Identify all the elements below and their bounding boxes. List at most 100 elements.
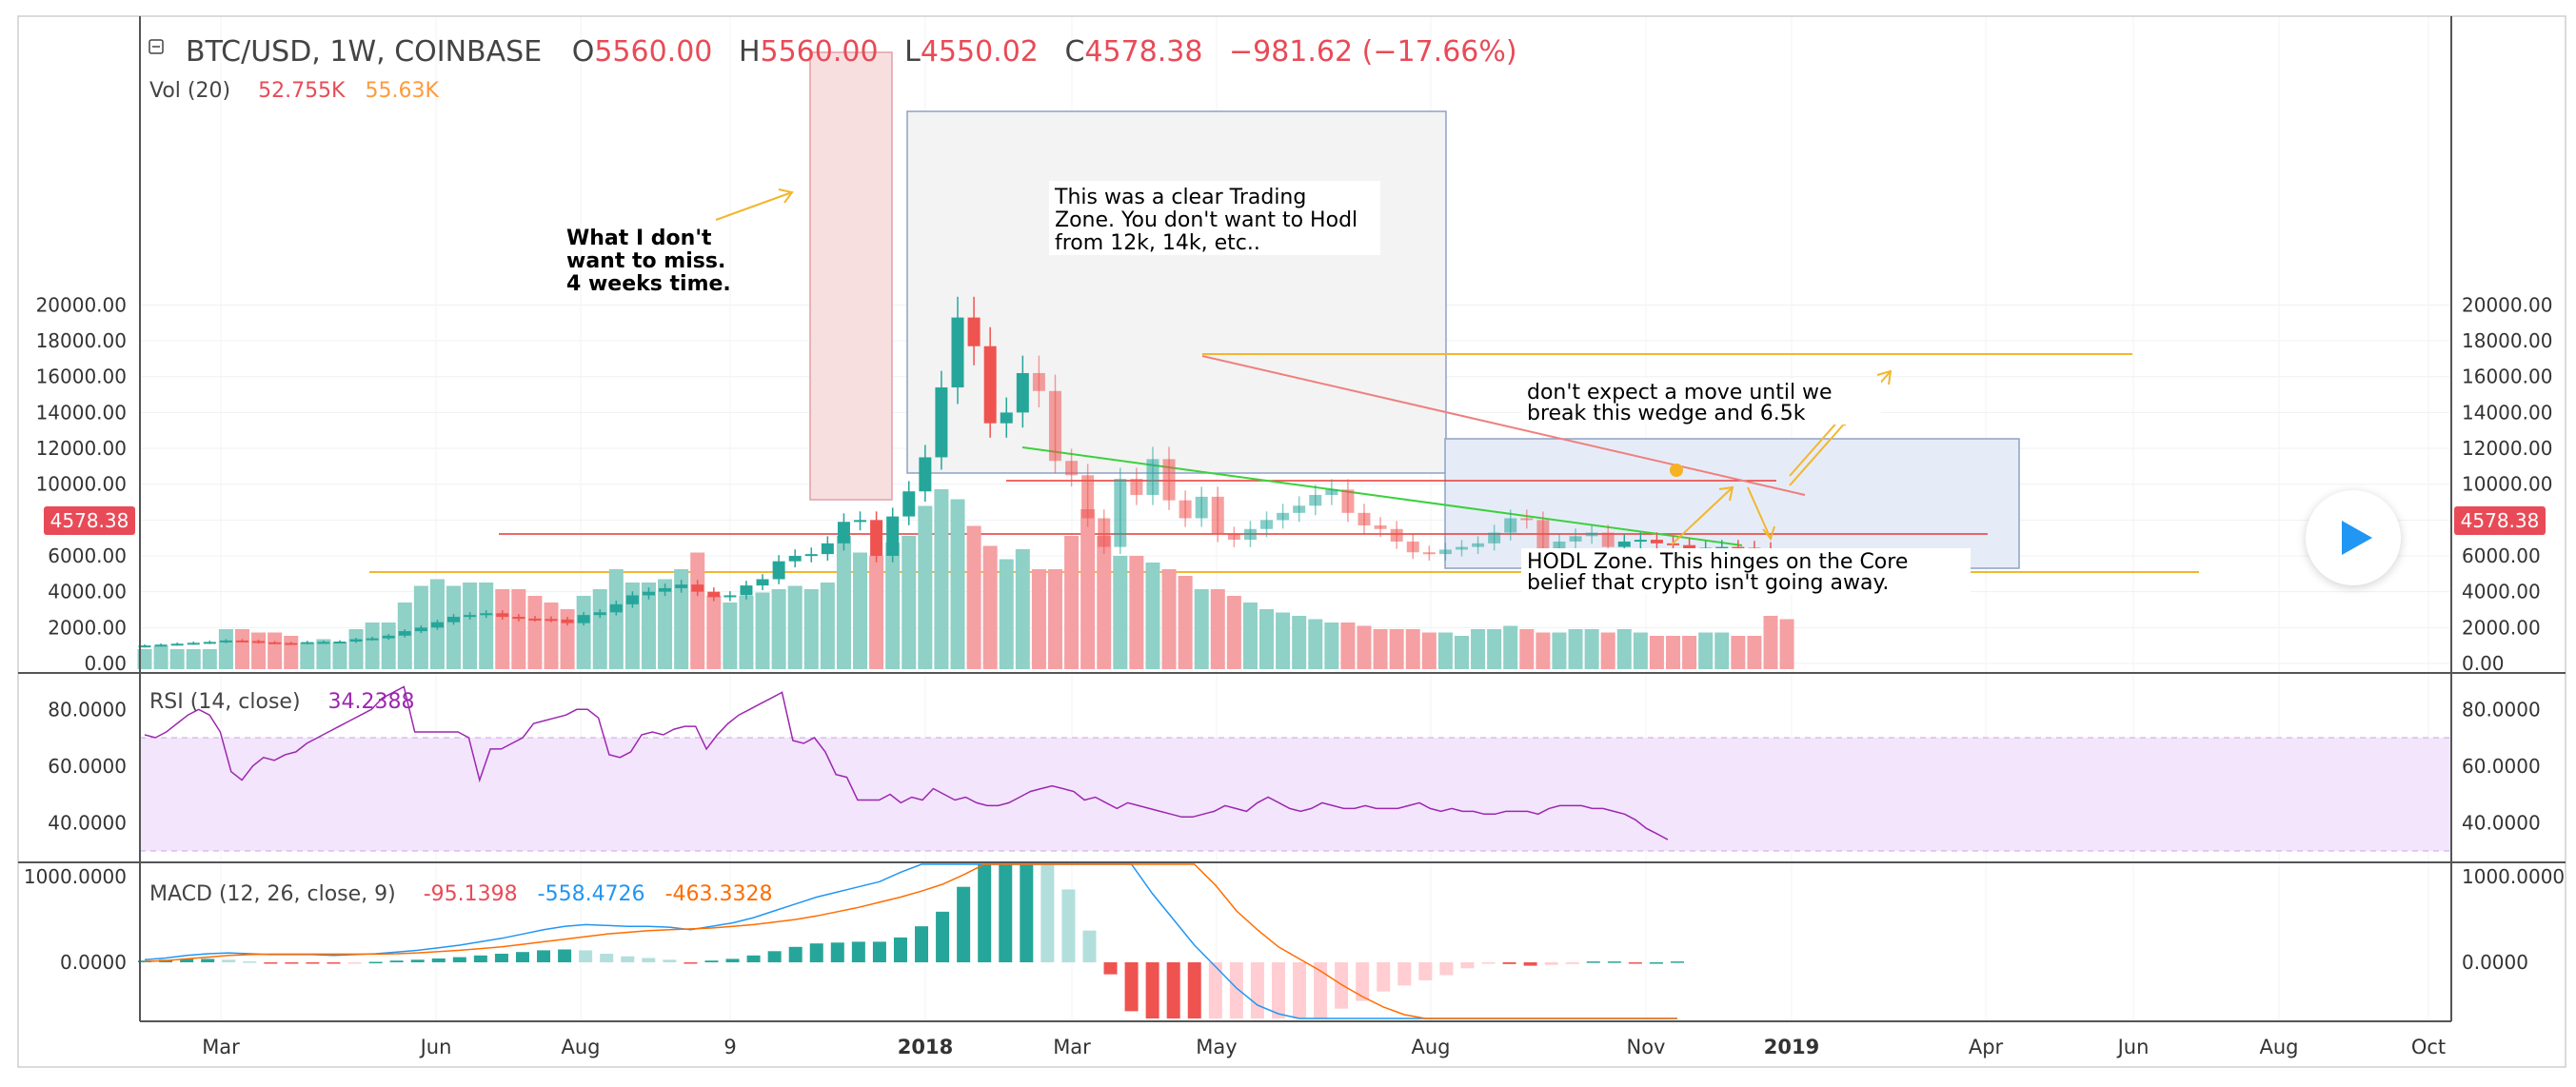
- candle-body[interactable]: [1081, 475, 1095, 519]
- candle-body[interactable]: [1179, 500, 1192, 519]
- rsi-line[interactable]: [144, 685, 1669, 840]
- candle-body[interactable]: [886, 516, 900, 557]
- candle-body[interactable]: [301, 642, 314, 644]
- trading-zone-box[interactable]: [906, 110, 1447, 474]
- candle-body[interactable]: [1617, 541, 1631, 547]
- candle-body[interactable]: [870, 520, 883, 557]
- candle-body[interactable]: [496, 613, 509, 618]
- wedge-upper-line[interactable]: [1201, 355, 1806, 496]
- candle-body[interactable]: [609, 603, 623, 613]
- candle-body[interactable]: [723, 595, 737, 598]
- candle-body[interactable]: [804, 554, 818, 557]
- candle-body[interactable]: [187, 642, 200, 645]
- candle-body[interactable]: [1309, 494, 1322, 506]
- candle-body[interactable]: [740, 585, 753, 596]
- candle-body[interactable]: [1260, 520, 1274, 529]
- candle-body[interactable]: [1016, 372, 1029, 413]
- candle-body[interactable]: [675, 584, 688, 588]
- candle-body[interactable]: [1472, 543, 1485, 547]
- candle-body[interactable]: [464, 615, 477, 618]
- candle-body[interactable]: [1243, 528, 1257, 541]
- candle-body[interactable]: [1488, 532, 1501, 544]
- candle-body[interactable]: [447, 617, 461, 623]
- candle-body[interactable]: [1357, 512, 1371, 526]
- candle-body[interactable]: [1601, 532, 1615, 547]
- candle-body[interactable]: [138, 645, 151, 648]
- candle-body[interactable]: [821, 543, 834, 555]
- candle-body[interactable]: [1455, 546, 1468, 550]
- candle-body[interactable]: [414, 627, 427, 632]
- candle-body[interactable]: [317, 642, 330, 644]
- candle-body[interactable]: [561, 619, 574, 623]
- candle-body[interactable]: [1000, 412, 1013, 424]
- candle-body[interactable]: [1634, 540, 1647, 543]
- candle-body[interactable]: [691, 584, 704, 592]
- candle-body[interactable]: [1374, 525, 1387, 529]
- candle-body[interactable]: [1732, 546, 1745, 549]
- candle-body[interactable]: [902, 491, 916, 517]
- candle-body[interactable]: [1065, 461, 1079, 476]
- candle-body[interactable]: [967, 317, 981, 346]
- candle-body[interactable]: [756, 579, 769, 586]
- candle-body[interactable]: [1146, 459, 1159, 495]
- candle-body[interactable]: [837, 522, 850, 544]
- candle-body[interactable]: [1341, 489, 1355, 513]
- candle-body[interactable]: [1114, 479, 1127, 547]
- candle-body[interactable]: [333, 642, 347, 644]
- candle-body[interactable]: [983, 346, 997, 424]
- current-price-marker[interactable]: [1670, 464, 1683, 477]
- candle-body[interactable]: [1032, 372, 1045, 391]
- hype-zone-box[interactable]: [809, 51, 893, 501]
- candle-body[interactable]: [1325, 489, 1338, 495]
- candle-body[interactable]: [398, 631, 411, 636]
- candle-body[interactable]: [772, 561, 785, 580]
- candle-body[interactable]: [1406, 541, 1419, 553]
- candle-body[interactable]: [1520, 518, 1534, 521]
- candle-body[interactable]: [1227, 534, 1240, 541]
- candle-body[interactable]: [1098, 518, 1111, 547]
- candle-body[interactable]: [154, 644, 168, 647]
- signal-line[interactable]: [144, 863, 1677, 1019]
- candle-body[interactable]: [1715, 546, 1729, 549]
- candle-body[interactable]: [788, 556, 802, 562]
- candle-body[interactable]: [1130, 479, 1143, 495]
- candle-body[interactable]: [625, 595, 639, 604]
- candle-body[interactable]: [854, 520, 867, 523]
- candle-body[interactable]: [219, 640, 232, 642]
- candle-body[interactable]: [203, 642, 216, 644]
- candle-body[interactable]: [659, 587, 672, 592]
- candle-body[interactable]: [1195, 496, 1208, 519]
- candle-body[interactable]: [512, 617, 525, 620]
- candle-body[interactable]: [951, 317, 964, 388]
- candle-body[interactable]: [285, 642, 298, 645]
- candle-body[interactable]: [919, 457, 932, 492]
- candle-body[interactable]: [349, 639, 363, 642]
- candle-body[interactable]: [1650, 540, 1663, 544]
- candle-body[interactable]: [1438, 549, 1452, 555]
- candle-body[interactable]: [1211, 496, 1224, 535]
- candle-body[interactable]: [430, 622, 444, 628]
- candle-body[interactable]: [1569, 536, 1582, 542]
- candle-body[interactable]: [1293, 505, 1306, 513]
- candle-body[interactable]: [528, 618, 542, 621]
- wedge-lower-line[interactable]: [1021, 446, 1743, 546]
- candle-body[interactable]: [1162, 459, 1176, 501]
- candle-body[interactable]: [382, 635, 395, 639]
- candle-body[interactable]: [1553, 541, 1566, 549]
- candle-body[interactable]: [1048, 390, 1061, 462]
- candle-body[interactable]: [577, 615, 590, 623]
- candlesticks[interactable]: [138, 296, 1793, 648]
- candle-body[interactable]: [935, 387, 948, 458]
- candle-body[interactable]: [1390, 528, 1403, 542]
- candle-body[interactable]: [235, 640, 248, 642]
- play-button[interactable]: [2306, 490, 2401, 585]
- candle-body[interactable]: [170, 643, 184, 646]
- candle-body[interactable]: [366, 638, 379, 641]
- candle-body[interactable]: [593, 612, 606, 616]
- candle-body[interactable]: [642, 591, 655, 596]
- candle-body[interactable]: [707, 591, 721, 598]
- candle-body[interactable]: [1536, 520, 1550, 549]
- candle-body[interactable]: [268, 642, 282, 644]
- candle-body[interactable]: [1504, 518, 1517, 533]
